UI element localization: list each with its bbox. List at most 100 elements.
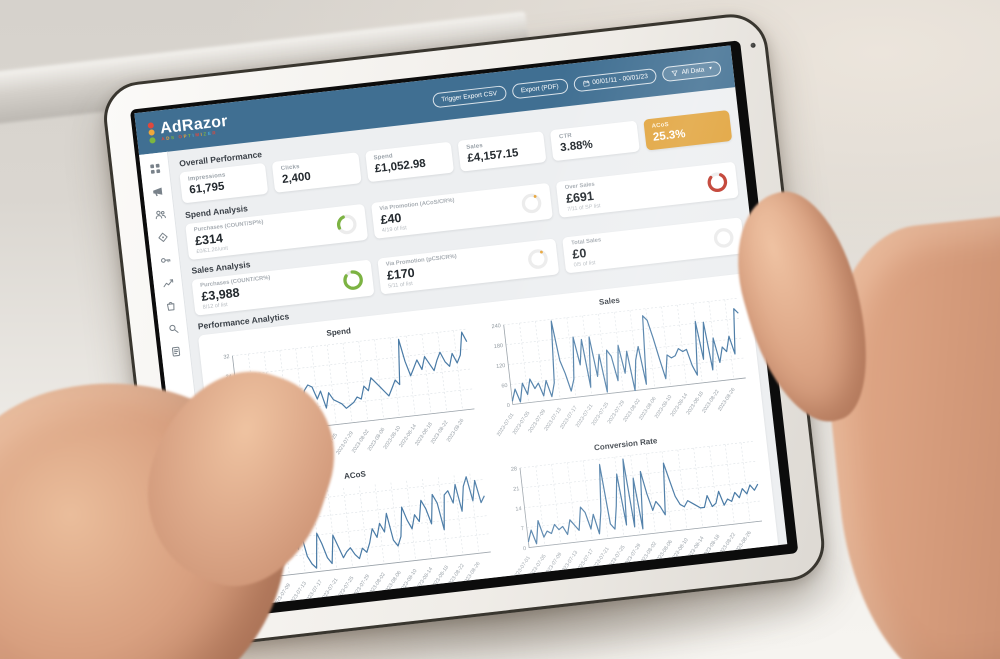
filter-icon bbox=[672, 69, 678, 76]
svg-text:240: 240 bbox=[491, 323, 501, 330]
sidebar-item-search[interactable] bbox=[167, 323, 179, 335]
sidebar-item-keywords[interactable] bbox=[159, 254, 171, 266]
svg-text:2023-07-13: 2023-07-13 bbox=[559, 550, 579, 576]
sidebar-item-dashboard[interactable] bbox=[149, 163, 161, 175]
svg-text:2023-07-17: 2023-07-17 bbox=[575, 548, 595, 574]
svg-text:2023-08-26: 2023-08-26 bbox=[716, 387, 736, 413]
svg-text:2023-07-09: 2023-07-09 bbox=[543, 552, 563, 578]
megaphone-icon bbox=[151, 186, 163, 198]
card-text: Total Sales £0 0/5 of list bbox=[571, 237, 604, 268]
svg-text:2023-08-26: 2023-08-26 bbox=[733, 530, 753, 556]
svg-text:0: 0 bbox=[506, 403, 510, 409]
kpi-card-clicks: Clicks 2,400 bbox=[272, 152, 362, 193]
svg-text:14: 14 bbox=[515, 506, 522, 513]
svg-text:2023-07-25: 2023-07-25 bbox=[336, 576, 356, 602]
trigger-export-csv-button[interactable]: Trigger Export CSV bbox=[431, 84, 507, 108]
card-text: Over Sales £691 7/11 of SP list bbox=[565, 181, 601, 213]
users-icon bbox=[154, 208, 166, 220]
calendar-icon bbox=[582, 79, 589, 87]
bag-icon bbox=[164, 300, 176, 312]
svg-text:60: 60 bbox=[501, 383, 508, 390]
grid-icon bbox=[149, 163, 161, 175]
sales-card-purchases-count-cr: Purchases (COUNT/CR%) £3,988 8/12 of list bbox=[191, 259, 375, 316]
sidebar-item-audience[interactable] bbox=[154, 208, 166, 220]
svg-text:2023-07-21: 2023-07-21 bbox=[591, 547, 611, 573]
svg-text:2023-07-21: 2023-07-21 bbox=[320, 577, 340, 603]
svg-text:180: 180 bbox=[493, 343, 503, 350]
kpi-card-spend: Spend £1,052.98 bbox=[364, 141, 455, 183]
svg-text:2023-08-06: 2023-08-06 bbox=[383, 570, 403, 596]
kpi-card-impressions: Impressions 61,795 bbox=[179, 162, 269, 204]
progress-donut bbox=[713, 227, 734, 248]
traffic-light-icon bbox=[147, 121, 156, 144]
card-text: Via Promotion (pCS/CR%) £170 5/11 of list bbox=[385, 254, 459, 290]
svg-text:2023-08-22: 2023-08-22 bbox=[446, 563, 466, 589]
svg-text:2023-07-05: 2023-07-05 bbox=[528, 554, 548, 580]
button-label: All Data bbox=[681, 66, 705, 76]
progress-donut bbox=[336, 214, 357, 234]
topbar: AdRazor ADS OPTIMIZER Trigger Export CSV… bbox=[134, 45, 736, 156]
sidebar bbox=[139, 151, 220, 613]
front-camera bbox=[750, 42, 756, 49]
progress-donut bbox=[522, 193, 542, 213]
card-text: Via Promotion (ACoS/CR%) £40 4/19 of list bbox=[379, 198, 457, 234]
sidebar-item-products[interactable] bbox=[164, 300, 176, 312]
svg-text:2023-08-06: 2023-08-06 bbox=[654, 539, 674, 565]
line-chart-plot: 071421282023-07-012023-07-052023-07-0920… bbox=[510, 441, 762, 582]
svg-text:2023-08-14: 2023-08-14 bbox=[685, 536, 705, 562]
svg-text:21: 21 bbox=[512, 486, 519, 493]
sales-card-via-promotion-pcs-cr: Via Promotion (pCS/CR%) £170 5/11 of list bbox=[377, 238, 560, 295]
button-label: Export (PDF) bbox=[520, 82, 559, 94]
svg-text:2023-07-13: 2023-07-13 bbox=[288, 581, 308, 607]
progress-donut bbox=[707, 171, 728, 192]
svg-text:2023-07-25: 2023-07-25 bbox=[606, 545, 626, 571]
kpi-card-ctr: CTR 3.88% bbox=[550, 120, 640, 162]
kpi-card-acos: ACoS 25.3% bbox=[642, 109, 733, 151]
svg-text:32: 32 bbox=[223, 354, 230, 361]
button-label: 00/01/11 - 00/01/23 bbox=[591, 72, 649, 86]
sidebar-item-campaigns[interactable] bbox=[151, 186, 163, 198]
svg-text:120: 120 bbox=[495, 363, 505, 370]
svg-text:2023-08-26: 2023-08-26 bbox=[462, 561, 482, 587]
brand-logo: AdRazor ADS OPTIMIZER bbox=[147, 112, 229, 144]
chart-conversion-rate: Conversion Rate 0 7 14 21 28 2023-07-01 2023-07… bbox=[496, 425, 770, 592]
sidebar-item-reports[interactable] bbox=[169, 346, 181, 358]
svg-text:2023-08-10: 2023-08-10 bbox=[670, 538, 690, 564]
data-filter-dropdown[interactable]: All Data ▾ bbox=[661, 60, 722, 82]
svg-text:2023-07-29: 2023-07-29 bbox=[622, 543, 642, 569]
progress-donut bbox=[342, 269, 363, 290]
spend-analysis-row: Purchases (COUNT/SP%) £314 £0/£1.26/unit Vi… bbox=[185, 161, 739, 261]
svg-text:0: 0 bbox=[522, 546, 526, 552]
svg-text:2023-08-18: 2023-08-18 bbox=[701, 534, 721, 560]
trend-icon bbox=[162, 277, 174, 289]
topbar-buttons: Trigger Export CSV Export (PDF) 00/01/11 -… bbox=[431, 60, 722, 108]
svg-text:7: 7 bbox=[520, 526, 524, 532]
spend-card-purchases-count-sp: Purchases (COUNT/SP%) £314 £0/£1.26/unit bbox=[185, 203, 368, 261]
svg-text:2023-08-02: 2023-08-02 bbox=[367, 572, 387, 598]
target-icon bbox=[156, 231, 168, 243]
sidebar-item-targeting[interactable] bbox=[156, 231, 168, 243]
svg-text:2023-07-29: 2023-07-29 bbox=[352, 574, 372, 600]
date-range-button[interactable]: 00/01/11 - 00/01/23 bbox=[572, 67, 658, 92]
svg-text:2023-08-10: 2023-08-10 bbox=[399, 568, 419, 594]
card-text: Purchases (COUNT/SP%) £314 £0/£1.26/unit bbox=[194, 219, 267, 255]
search-icon bbox=[167, 323, 179, 335]
svg-text:2023-08-26: 2023-08-26 bbox=[446, 418, 466, 444]
chevron-down-icon: ▾ bbox=[708, 65, 713, 72]
spend-card-over-sales: Over Sales £691 7/11 of SP list bbox=[556, 161, 739, 218]
spend-card-via-promotion-acos-cr: Via Promotion (ACoS/CR%) £40 4/19 of list bbox=[370, 182, 554, 239]
sales-analysis-row: Purchases (COUNT/CR%) £3,988 8/12 of list V… bbox=[191, 217, 746, 316]
key-icon bbox=[159, 254, 171, 266]
svg-text:2023-07-01: 2023-07-01 bbox=[512, 556, 532, 582]
sales-card-total-sales: Total Sales £0 0/5 of list bbox=[562, 217, 746, 274]
svg-text:2023-08-22: 2023-08-22 bbox=[717, 532, 737, 558]
svg-text:28: 28 bbox=[510, 467, 517, 474]
progress-donut bbox=[528, 248, 548, 269]
export-pdf-button[interactable]: Export (PDF) bbox=[511, 77, 569, 99]
line-chart-plot: 0601201802402023-07-012023-07-052023-07-… bbox=[491, 298, 746, 438]
chart-sales: Sales 0 60 120 180 240 2023-07-01 2023-07-05 202… bbox=[479, 282, 753, 449]
kpi-card-sales: Sales £4,157.15 bbox=[457, 131, 547, 172]
sidebar-item-trends[interactable] bbox=[162, 277, 174, 289]
button-label: Trigger Export CSV bbox=[440, 89, 498, 103]
